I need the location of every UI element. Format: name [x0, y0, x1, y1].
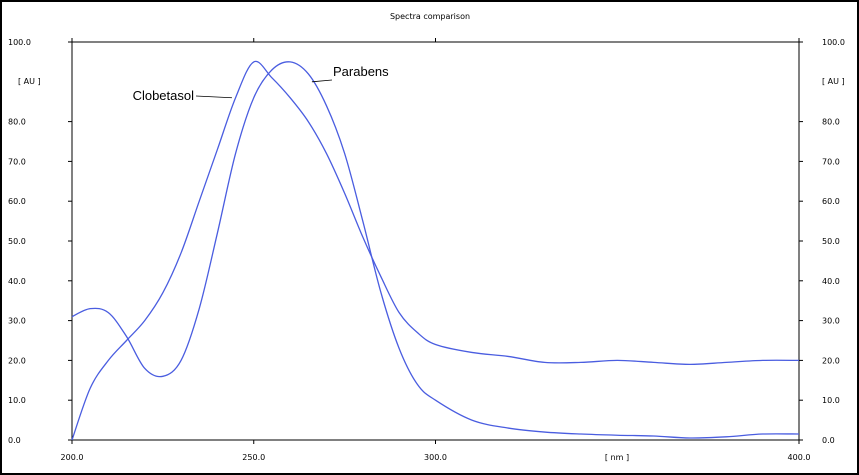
x-tick-label: 300.0	[424, 453, 447, 462]
y-tick-label-left: 100.0	[8, 38, 31, 47]
y-tick-label-left: 40.0	[8, 277, 26, 286]
y-tick-label-right: 100.0	[822, 38, 845, 47]
y-axis-label-right: [ AU ]	[822, 77, 845, 86]
x-axis-label: [ nm ]	[605, 453, 629, 462]
y-axis-ticks: 0.0 0.0 10.0 10.0 20.0 20.0 30.0 30.0 40.0 40.0 50…	[8, 38, 845, 445]
x-tick-label: 200.0	[61, 453, 84, 462]
series-lines	[71, 60, 800, 441]
y-tick-label-right: 80.0	[822, 118, 840, 127]
y-tick-label-left: 80.0	[8, 118, 26, 127]
y-tick-label-right: 20.0	[822, 356, 840, 365]
annotation-clobetasol: Clobetasol	[133, 88, 195, 103]
y-tick-label-left: 0.0	[8, 436, 21, 445]
annotation-leader	[195, 95, 232, 99]
x-axis-ticks: 200.0 250.0 300.0 400.0	[61, 38, 811, 462]
x-tick-label: 400.0	[788, 453, 811, 462]
y-tick-label-right: 10.0	[822, 396, 840, 405]
annotations: Clobetasol Parabens	[133, 64, 390, 103]
y-tick-label-left: 70.0	[8, 157, 26, 166]
annotation-parabens: Parabens	[333, 64, 389, 79]
y-tick-label-left: 30.0	[8, 317, 26, 326]
y-tick-label-right: 0.0	[822, 436, 835, 445]
annotation-leader	[311, 79, 333, 83]
y-tick-label-left: 20.0	[8, 356, 26, 365]
series-line-clobetasol	[71, 60, 800, 441]
y-tick-label-left: 10.0	[8, 396, 26, 405]
y-tick-label-right: 50.0	[822, 237, 840, 246]
y-axis-label-left: [ AU ]	[18, 77, 41, 86]
chart-title: Spectra comparison	[390, 12, 470, 21]
series-line-parabens	[71, 61, 800, 439]
y-tick-label-right: 30.0	[822, 317, 840, 326]
y-tick-label-right: 70.0	[822, 157, 840, 166]
y-tick-label-left: 60.0	[8, 197, 26, 206]
y-tick-label-right: 60.0	[822, 197, 840, 206]
x-tick-label: 250.0	[242, 453, 265, 462]
y-tick-label-right: 40.0	[822, 277, 840, 286]
y-tick-label-left: 50.0	[8, 237, 26, 246]
